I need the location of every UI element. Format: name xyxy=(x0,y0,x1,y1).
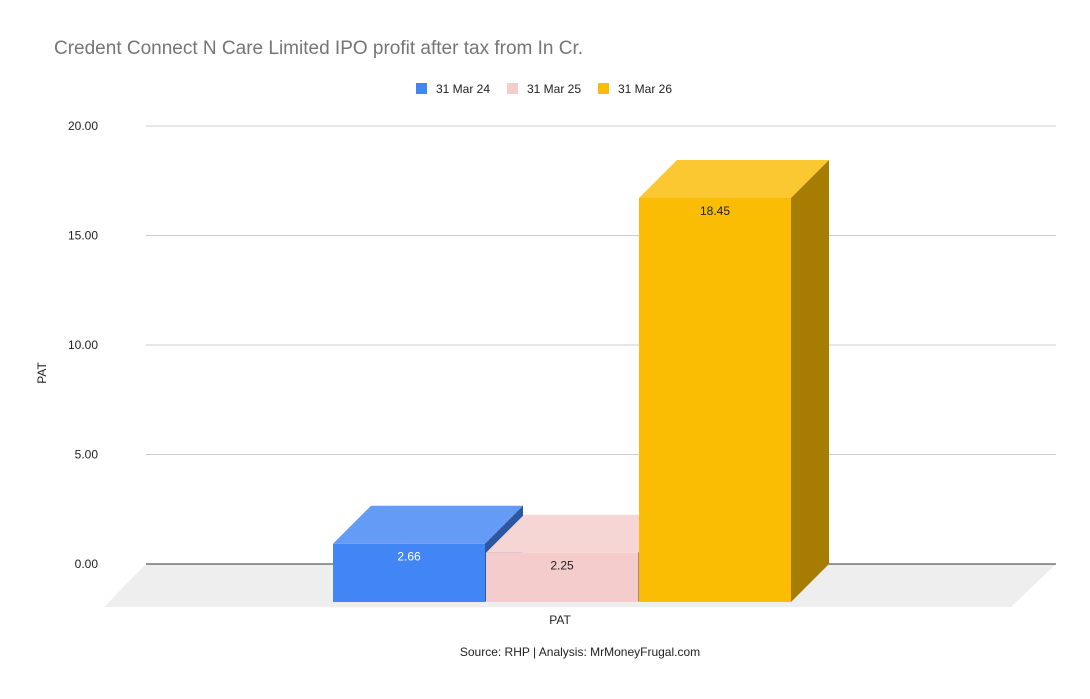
y-tick-label: 10.00 xyxy=(68,338,98,352)
data-label: 2.66 xyxy=(397,550,421,564)
bar-front-face xyxy=(639,197,791,602)
y-axis-ticks: 0.00 5.00 10.00 15.00 20.00 xyxy=(68,119,98,571)
bar-top-face xyxy=(486,514,676,553)
y-tick-label: 0.00 xyxy=(75,557,99,571)
bars xyxy=(333,159,829,602)
legend-label: 31 Mar 24 xyxy=(436,82,490,96)
y-tick-label: 20.00 xyxy=(68,119,98,133)
bar-front-face xyxy=(333,543,485,602)
legend-swatch xyxy=(598,83,609,94)
grid-lines xyxy=(146,125,1056,565)
source-note: Source: RHP | Analysis: MrMoneyFrugal.co… xyxy=(460,645,700,659)
x-axis-label: PAT xyxy=(549,613,571,627)
y-tick-label: 5.00 xyxy=(75,448,99,462)
data-label: 18.45 xyxy=(700,204,730,218)
bar-front-face xyxy=(486,552,638,602)
data-labels: 2.66 2.25 18.45 xyxy=(397,204,730,573)
bar-3 xyxy=(639,159,829,602)
y-axis-label: PAT xyxy=(35,362,49,384)
data-label: 2.25 xyxy=(550,559,574,573)
y-tick-label: 15.00 xyxy=(68,229,98,243)
legend-swatch xyxy=(507,83,518,94)
legend: 31 Mar 24 31 Mar 25 31 Mar 26 xyxy=(416,82,672,96)
legend-label: 31 Mar 25 xyxy=(527,82,581,96)
bar-top-face xyxy=(333,505,523,544)
bar-side-face xyxy=(791,159,829,602)
legend-swatch xyxy=(416,83,427,94)
bar-top-face xyxy=(639,159,829,198)
legend-label: 31 Mar 26 xyxy=(618,82,672,96)
chart-title: Credent Connect N Care Limited IPO profi… xyxy=(54,38,583,59)
